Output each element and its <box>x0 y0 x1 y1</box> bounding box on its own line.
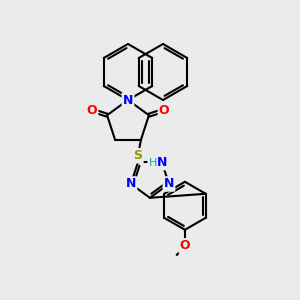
Text: N: N <box>157 156 167 169</box>
Text: O: O <box>86 104 97 117</box>
Text: H: H <box>148 158 157 168</box>
Text: N: N <box>164 178 174 190</box>
Text: O: O <box>159 104 170 117</box>
Text: N: N <box>126 178 136 190</box>
Text: N: N <box>123 94 133 106</box>
Text: S: S <box>134 149 142 162</box>
Text: O: O <box>180 239 190 252</box>
